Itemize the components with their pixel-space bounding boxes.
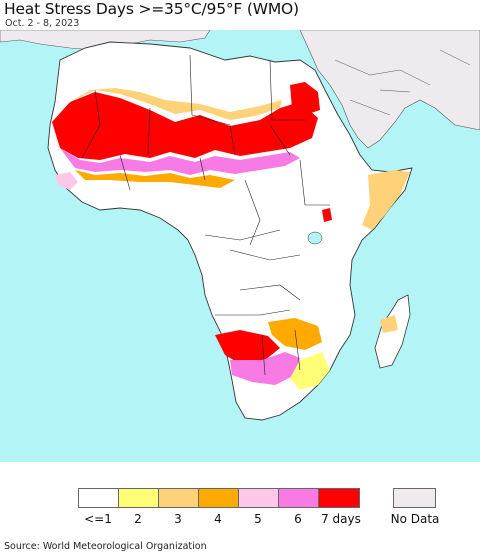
egypt-red-zone	[290, 82, 320, 115]
legend-swatch-4	[199, 489, 239, 507]
sahara-pink-edge	[60, 148, 300, 175]
southern-orange-zone	[268, 318, 322, 350]
legend-swatch-5	[239, 489, 279, 507]
madagascar-yellow	[380, 315, 398, 333]
country-borders	[81, 54, 330, 376]
legend-label-4: 4	[214, 512, 222, 526]
horn-yellow-zone	[362, 170, 410, 230]
source-credit: Source: World Meteorological Organizatio…	[4, 541, 207, 552]
legend-label-no-data: No Data	[390, 512, 440, 526]
date-range: Oct. 2 - 8, 2023	[5, 18, 80, 29]
middle-east-region	[299, 30, 480, 149]
legend-label-7: 7 days	[321, 512, 361, 526]
madagascar	[374, 294, 411, 369]
sahara-red-zone	[52, 92, 318, 160]
botswana-pink-zone	[230, 352, 300, 385]
legend-label-2: 2	[134, 512, 142, 526]
legend-swatch-1	[79, 489, 119, 507]
southern-yellow-zone	[290, 352, 330, 390]
legend-swatch-2	[119, 489, 159, 507]
arabia-lines	[334, 49, 471, 116]
sahara-yellow-north	[70, 88, 282, 120]
kenya-red-spot	[322, 208, 332, 222]
legend-color-bar	[78, 488, 360, 508]
map-title: Heat Stress Days >=35°C/95°F (WMO)	[4, 0, 299, 18]
legend-label-6: 6	[294, 512, 302, 526]
lake-victoria	[307, 231, 323, 245]
west-coast-pink	[55, 172, 78, 190]
legend-swatch-7	[319, 489, 359, 507]
legend-label-3: 3	[174, 512, 182, 526]
legend-label-5: 5	[254, 512, 262, 526]
sahara-orange-edge	[75, 170, 235, 188]
legend-swatch-3	[159, 489, 199, 507]
legend-no-data-swatch	[393, 488, 436, 508]
legend-label-1: <=1	[84, 512, 112, 526]
africa-heat-map	[0, 30, 480, 462]
legend-swatch-6	[279, 489, 319, 507]
